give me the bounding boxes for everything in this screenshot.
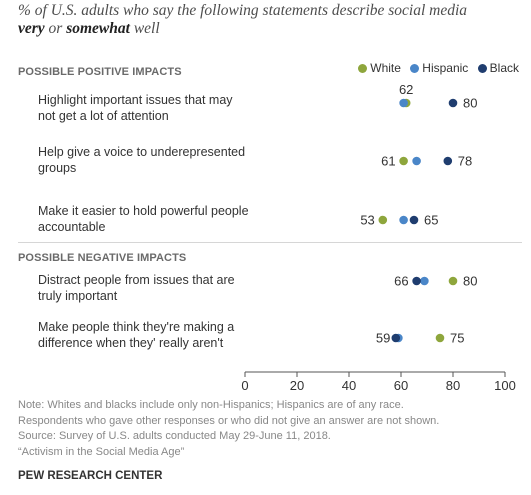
section-negative-impacts: POSSIBLE NEGATIVE IMPACTS (18, 252, 187, 264)
dot-black (412, 276, 421, 286)
x-tick-label: 0 (241, 378, 248, 393)
subtitle-very: very (18, 20, 45, 37)
legend-label-black: Black (489, 61, 519, 75)
note-line: Note: Whites and blacks include only non… (18, 399, 404, 411)
data-label: 80 (463, 274, 477, 289)
row-label-give-voice: Help give a voice to underepresented gro… (38, 145, 246, 175)
dot-white (378, 215, 388, 225)
dot-hispanic (420, 276, 429, 286)
data-label: 62 (399, 82, 413, 97)
subtitle-text: % of U.S. adults who say the following s… (18, 2, 468, 19)
row-label-think-difference: Make people think they're making a diffe… (38, 320, 235, 350)
dot-black (443, 156, 453, 166)
x-tick-label: 20 (290, 378, 304, 393)
subtitle-well: well (129, 20, 160, 37)
dot-hispanic (399, 215, 408, 225)
legend-dot-black (477, 63, 487, 73)
subtitle-or: or (44, 20, 67, 37)
legend-dot-white (358, 63, 368, 73)
legend-label-white: White (370, 61, 401, 75)
data-label: 61 (381, 154, 395, 169)
row-label-highlight-issues: Highlight important issues that may not … (38, 93, 233, 123)
dot-white (399, 156, 408, 166)
chart-legend: White Hispanic Black (352, 61, 519, 76)
data-label: 66 (394, 274, 408, 289)
dot-black (409, 215, 419, 225)
dot-black (391, 333, 401, 343)
legend-label-hispanic: Hispanic (422, 61, 469, 75)
section-positive-impacts: POSSIBLE POSITIVE IMPACTS (18, 66, 182, 78)
report-title: “Activism in the Social Media Age” (18, 445, 185, 458)
x-tick-label: 100 (494, 378, 516, 393)
dot-hispanic (412, 156, 421, 166)
section-divider (18, 242, 522, 243)
note-line: Respondents who gave other responses or … (18, 414, 440, 427)
data-label: 59 (376, 331, 390, 346)
dot-hispanic (399, 98, 408, 108)
data-label: 80 (463, 96, 477, 111)
data-label: 78 (458, 154, 472, 169)
chart-note: Note: Whites and blacks include only non… (18, 398, 523, 460)
x-tick-label: 60 (394, 378, 408, 393)
subtitle-somewhat: somewhat (66, 20, 130, 37)
dot-white (435, 333, 445, 343)
data-label: 75 (450, 331, 464, 346)
chart-subtitle: % of U.S. adults who say the following s… (18, 2, 518, 38)
dot-white (448, 276, 458, 286)
dot-black (448, 98, 458, 108)
row-label-hold-accountable: Make it easier to hold powerful people a… (38, 204, 249, 234)
source-line: Source: Survey of U.S. adults conducted … (18, 430, 331, 442)
legend-dot-hispanic (410, 63, 420, 73)
data-label: 65 (424, 213, 438, 228)
x-tick-label: 40 (342, 378, 356, 393)
dot-plot: 0 20 40 60 80 100 62 80 61 78 53 65 66 80 59 75 (241, 82, 516, 393)
legend-item-hispanic: Hispanic (410, 61, 468, 75)
row-label-distract: Distract people from issues that are tru… (38, 273, 235, 303)
legend-item-white: White (358, 61, 401, 75)
org-name: PEW RESEARCH CENTER (18, 470, 163, 482)
x-tick-label: 80 (446, 378, 460, 393)
data-label: 53 (360, 213, 374, 228)
legend-item-black: Black (477, 61, 519, 75)
